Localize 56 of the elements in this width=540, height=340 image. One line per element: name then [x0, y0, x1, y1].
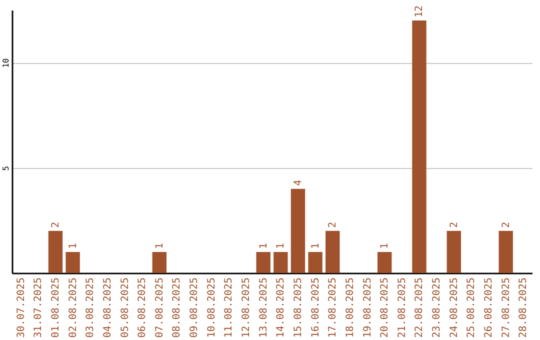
bar: [48, 230, 63, 273]
bar: [274, 252, 288, 273]
x-tick-label: 30.07.2025: [16, 278, 27, 338]
x-tick-label: 17.08.2025: [328, 278, 339, 338]
x-tick-label: 11.08.2025: [224, 278, 235, 338]
data-label: 1: [258, 242, 270, 249]
x-tick-label: 22.08.2025: [414, 278, 426, 338]
data-label: 1: [310, 242, 322, 249]
x-tick-label: 25.08.2025: [466, 278, 478, 338]
data-label: 2: [50, 222, 62, 228]
x-tick-label: 05.08.2025: [120, 278, 131, 338]
bar: [498, 230, 513, 273]
x-tick-label: 27.08.2025: [500, 278, 512, 338]
bar: [446, 230, 461, 273]
x-tick-label: 26.08.2025: [484, 278, 495, 338]
x-tick-label: 12.08.2025: [241, 278, 252, 338]
x-tick-label: 10.08.2025: [206, 278, 218, 338]
y-tick-label: 10: [2, 58, 10, 68]
data-label: 2: [448, 222, 460, 228]
x-tick-label: 06.08.2025: [137, 278, 148, 338]
x-tick-label: 01.08.2025: [50, 278, 62, 338]
x-tick-label: 14.08.2025: [276, 278, 287, 338]
x-tick-label: 21.08.2025: [396, 278, 408, 338]
x-tick-label: 04.08.2025: [102, 278, 114, 338]
x-tick-label: 18.08.2025: [344, 278, 356, 338]
x-tick-label: 20.08.2025: [380, 278, 391, 338]
data-label: 1: [276, 242, 287, 249]
bar: [290, 188, 306, 273]
bar: [412, 20, 426, 273]
x-tick-label: 16.08.2025: [310, 278, 322, 338]
data-label: 1: [154, 242, 166, 249]
bar: [377, 252, 392, 273]
data-label: 2: [500, 222, 512, 228]
x-tick-label: 28.08.2025: [518, 278, 530, 338]
data-label: 12: [414, 5, 426, 18]
x-tick-label: 07.08.2025: [154, 278, 166, 338]
x-tick-label: 08.08.2025: [172, 278, 183, 338]
bar: [256, 252, 270, 273]
data-label: 2: [328, 222, 339, 228]
x-tick-label: 02.08.2025: [68, 278, 79, 338]
x-tick-label: 03.08.2025: [85, 278, 96, 338]
x-tick-label: 23.08.2025: [432, 278, 443, 338]
bar: [152, 252, 167, 273]
x-tick-label: 15.08.2025: [292, 278, 304, 338]
bar: [308, 252, 322, 273]
x-tick-label: 31.07.2025: [33, 278, 44, 338]
x-tick-label: 09.08.2025: [189, 278, 200, 338]
x-tick-label: 19.08.2025: [362, 278, 374, 338]
data-label: 1: [380, 242, 391, 249]
y-tick-label: 5: [2, 166, 10, 171]
bar: [326, 230, 340, 273]
bar: [66, 252, 80, 273]
data-label: 1: [68, 242, 79, 249]
data-label: 4: [292, 180, 304, 186]
x-tick-label: 13.08.2025: [258, 278, 270, 338]
x-tick-label: 24.08.2025: [448, 278, 460, 338]
